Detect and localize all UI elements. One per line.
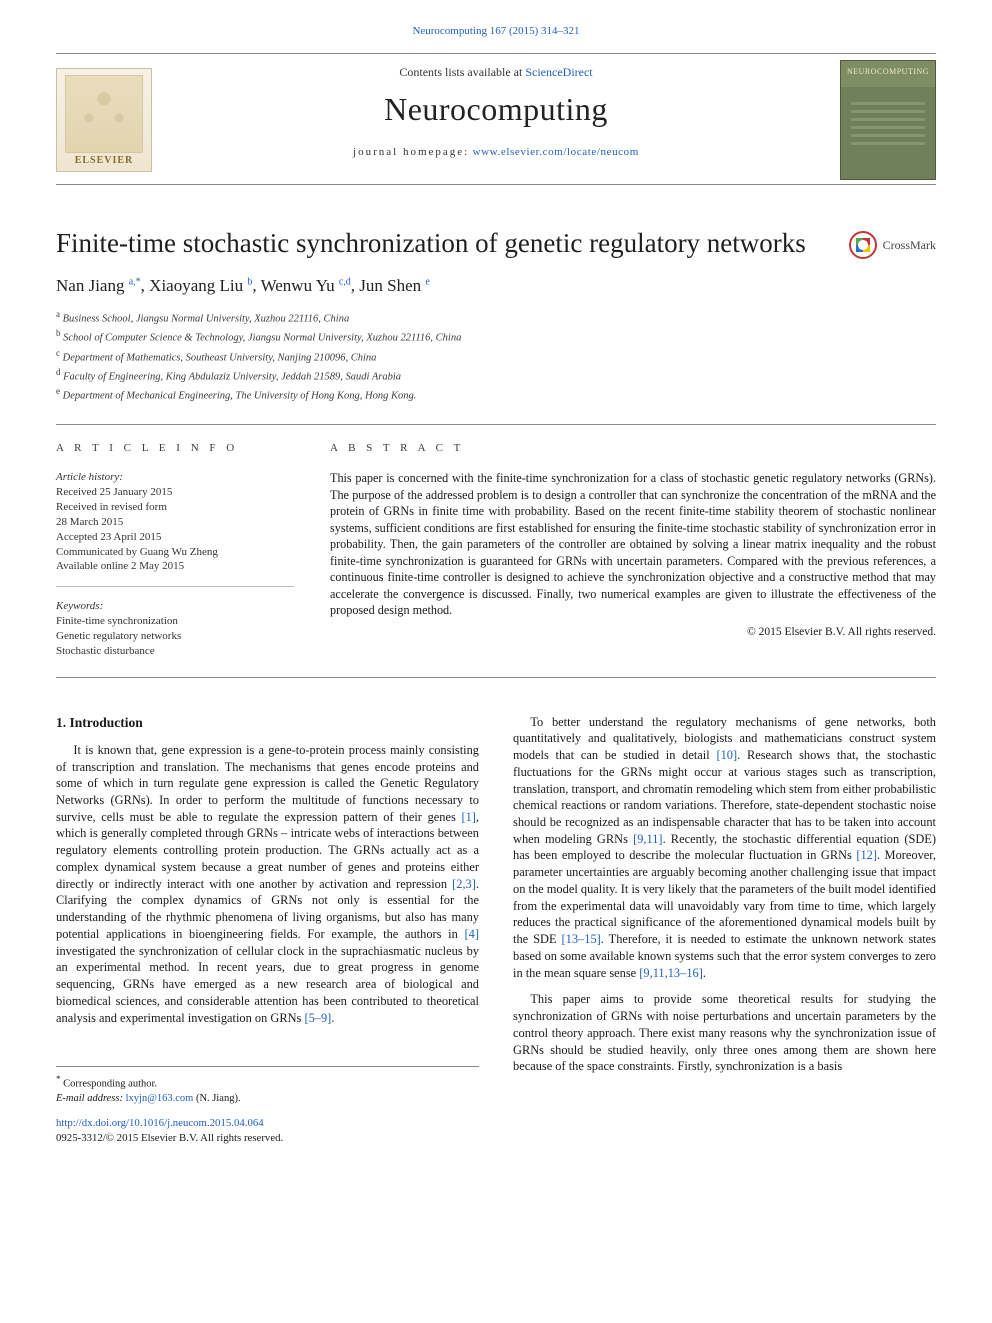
article-title: Finite-time stochastic synchronization o… [56, 225, 831, 261]
journal-title: Neurocomputing [176, 88, 816, 131]
email-owner: (N. Jiang). [196, 1093, 241, 1104]
journal-cover-thumb: NEUROCOMPUTING [840, 60, 936, 180]
history-item: Communicated by Guang Wu Zheng [56, 545, 294, 560]
ref-link[interactable]: [4] [465, 927, 479, 941]
abstract-text: This paper is concerned with the finite-… [330, 470, 936, 618]
body-paragraph: To better understand the regulatory mech… [513, 714, 936, 982]
ref-link[interactable]: [12] [856, 848, 877, 862]
body-paragraph: It is known that, gene expression is a g… [56, 742, 479, 1026]
crossmark-icon [849, 231, 877, 259]
cover-caption: NEUROCOMPUTING [841, 67, 935, 78]
ref-link[interactable]: [9,11,13–16] [639, 966, 703, 980]
ref-link[interactable]: [2,3] [452, 877, 476, 891]
running-head: Neurocomputing 167 (2015) 314–321 [56, 24, 936, 39]
history-label: Article history: [56, 470, 294, 485]
ref-link[interactable]: [10] [716, 748, 737, 762]
contents-lists-line: Contents lists available at ScienceDirec… [176, 64, 816, 80]
history-item: Accepted 23 April 2015 [56, 530, 294, 545]
ref-link[interactable]: [1] [461, 810, 475, 824]
abstract-heading: A B S T R A C T [330, 441, 936, 456]
history-item: Available online 2 May 2015 [56, 559, 294, 574]
crossmark-widget[interactable]: CrossMark [849, 225, 936, 259]
keyword-item: Stochastic disturbance [56, 644, 294, 659]
doi-link[interactable]: http://dx.doi.org/10.1016/j.neucom.2015.… [56, 1117, 264, 1129]
ref-link[interactable]: [13–15] [562, 932, 601, 946]
corresponding-marker: * [56, 1074, 61, 1084]
footnotes: * Corresponding author. E-mail address: … [56, 1066, 479, 1145]
author-list: Nan Jiang a,*, Xiaoyang Liu b, Wenwu Yu … [56, 275, 936, 298]
masthead: ELSEVIER Contents lists available at Sci… [56, 53, 936, 185]
corresponding-text: Corresponding author. [63, 1079, 157, 1090]
affiliations: a Business School, Jiangsu Normal Univer… [56, 308, 936, 404]
keyword-item: Finite-time synchronization [56, 614, 294, 629]
history-list: Received 25 January 2015Received in revi… [56, 485, 294, 574]
running-head-link[interactable]: Neurocomputing 167 (2015) 314–321 [412, 25, 579, 37]
journal-home-label: journal homepage: [353, 146, 469, 158]
ref-link[interactable]: [9,11] [633, 832, 662, 846]
body-paragraph: This paper aims to provide some theoreti… [513, 991, 936, 1075]
sciencedirect-link[interactable]: ScienceDirect [525, 65, 592, 79]
ref-link[interactable]: [5–9] [304, 1011, 331, 1025]
body-columns: 1. Introduction It is known that, gene e… [56, 714, 936, 1146]
keywords-list: Finite-time synchronizationGenetic regul… [56, 614, 294, 659]
history-item: Received 25 January 2015 [56, 485, 294, 500]
contents-prefix: Contents lists available at [399, 65, 525, 79]
history-item: Received in revised form [56, 500, 294, 515]
journal-home-link[interactable]: www.elsevier.com/locate/neucom [473, 146, 639, 158]
abstract-copyright: © 2015 Elsevier B.V. All rights reserved… [330, 625, 936, 641]
keywords-label: Keywords: [56, 599, 294, 614]
section-heading-intro: 1. Introduction [56, 714, 479, 732]
publisher-logo: ELSEVIER [56, 68, 152, 172]
email-label: E-mail address: [56, 1093, 123, 1104]
history-item: 28 March 2015 [56, 515, 294, 530]
corresponding-email-link[interactable]: lxyjn@163.com [126, 1093, 194, 1104]
crossmark-label: CrossMark [883, 237, 936, 253]
issn-copyright-line: 0925-3312/© 2015 Elsevier B.V. All right… [56, 1131, 479, 1146]
publisher-logo-text: ELSEVIER [75, 154, 134, 168]
keyword-item: Genetic regulatory networks [56, 629, 294, 644]
info-divider [56, 586, 294, 587]
article-info-heading: A R T I C L E I N F O [56, 441, 294, 456]
